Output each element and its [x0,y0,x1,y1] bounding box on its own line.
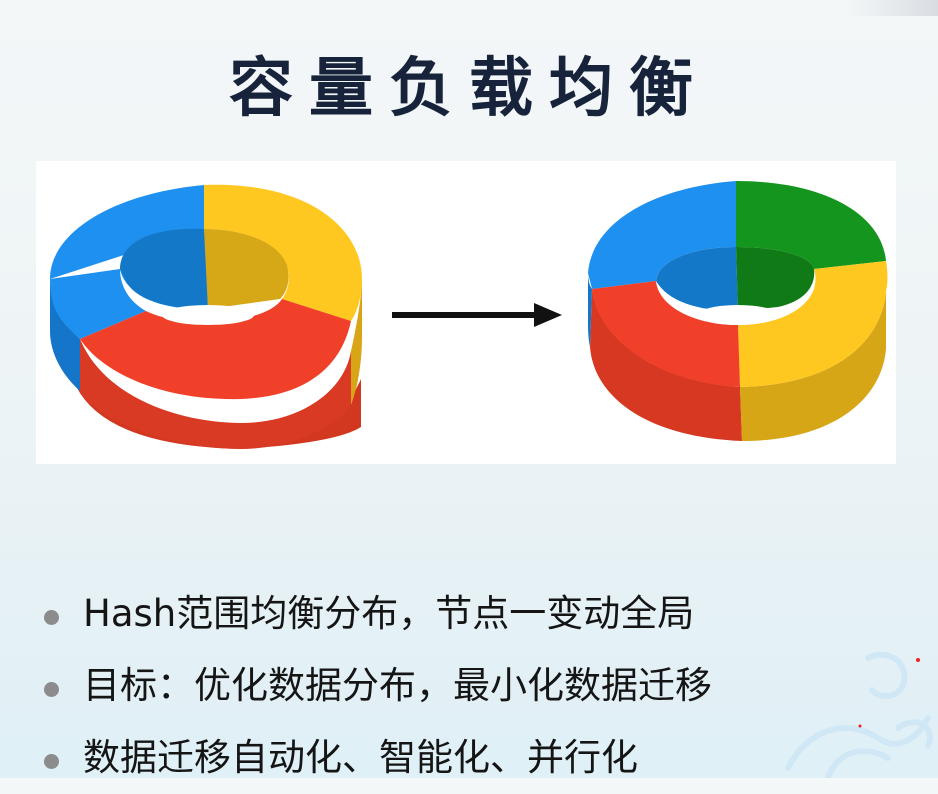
ring-after-hole [698,305,778,325]
bullet-text: Hash范围均衡分布，节点一变动全局 [83,592,694,636]
slide: 容量负载均衡 [0,0,938,778]
right-arrow-icon [392,303,562,327]
watermark-logo [846,0,938,16]
bullet-text: 目标：优化数据分布，最小化数据迁移 [83,664,712,708]
bullet-text: 数据迁移自动化、智能化、并行化 [83,736,638,780]
ring-before-hole [162,305,254,325]
bullet-dot-icon [44,610,59,625]
ring-before [50,185,362,449]
ring-diagram-figure [36,161,896,464]
ring-after [588,181,888,441]
bullet-dot-icon [44,754,59,769]
decorative-swirl-icon [768,618,938,778]
bullet-dot-icon [44,682,59,697]
slide-title: 容量负载均衡 [0,47,938,131]
